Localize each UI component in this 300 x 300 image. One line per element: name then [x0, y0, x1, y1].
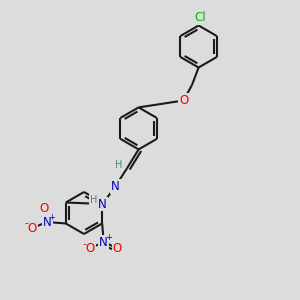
- Text: +: +: [48, 213, 55, 222]
- Text: O: O: [85, 242, 95, 255]
- Text: N: N: [111, 180, 120, 193]
- Text: H: H: [90, 194, 97, 205]
- Text: -: -: [25, 218, 29, 229]
- Text: N: N: [99, 236, 108, 249]
- Text: H: H: [115, 160, 122, 170]
- Text: O: O: [40, 202, 49, 215]
- Text: N: N: [43, 215, 52, 229]
- Text: O: O: [28, 221, 37, 235]
- Text: +: +: [105, 233, 112, 242]
- Text: O: O: [112, 242, 122, 255]
- Text: -: -: [83, 239, 87, 249]
- Text: N: N: [98, 197, 107, 211]
- Text: O: O: [179, 94, 188, 107]
- Text: Cl: Cl: [194, 11, 206, 24]
